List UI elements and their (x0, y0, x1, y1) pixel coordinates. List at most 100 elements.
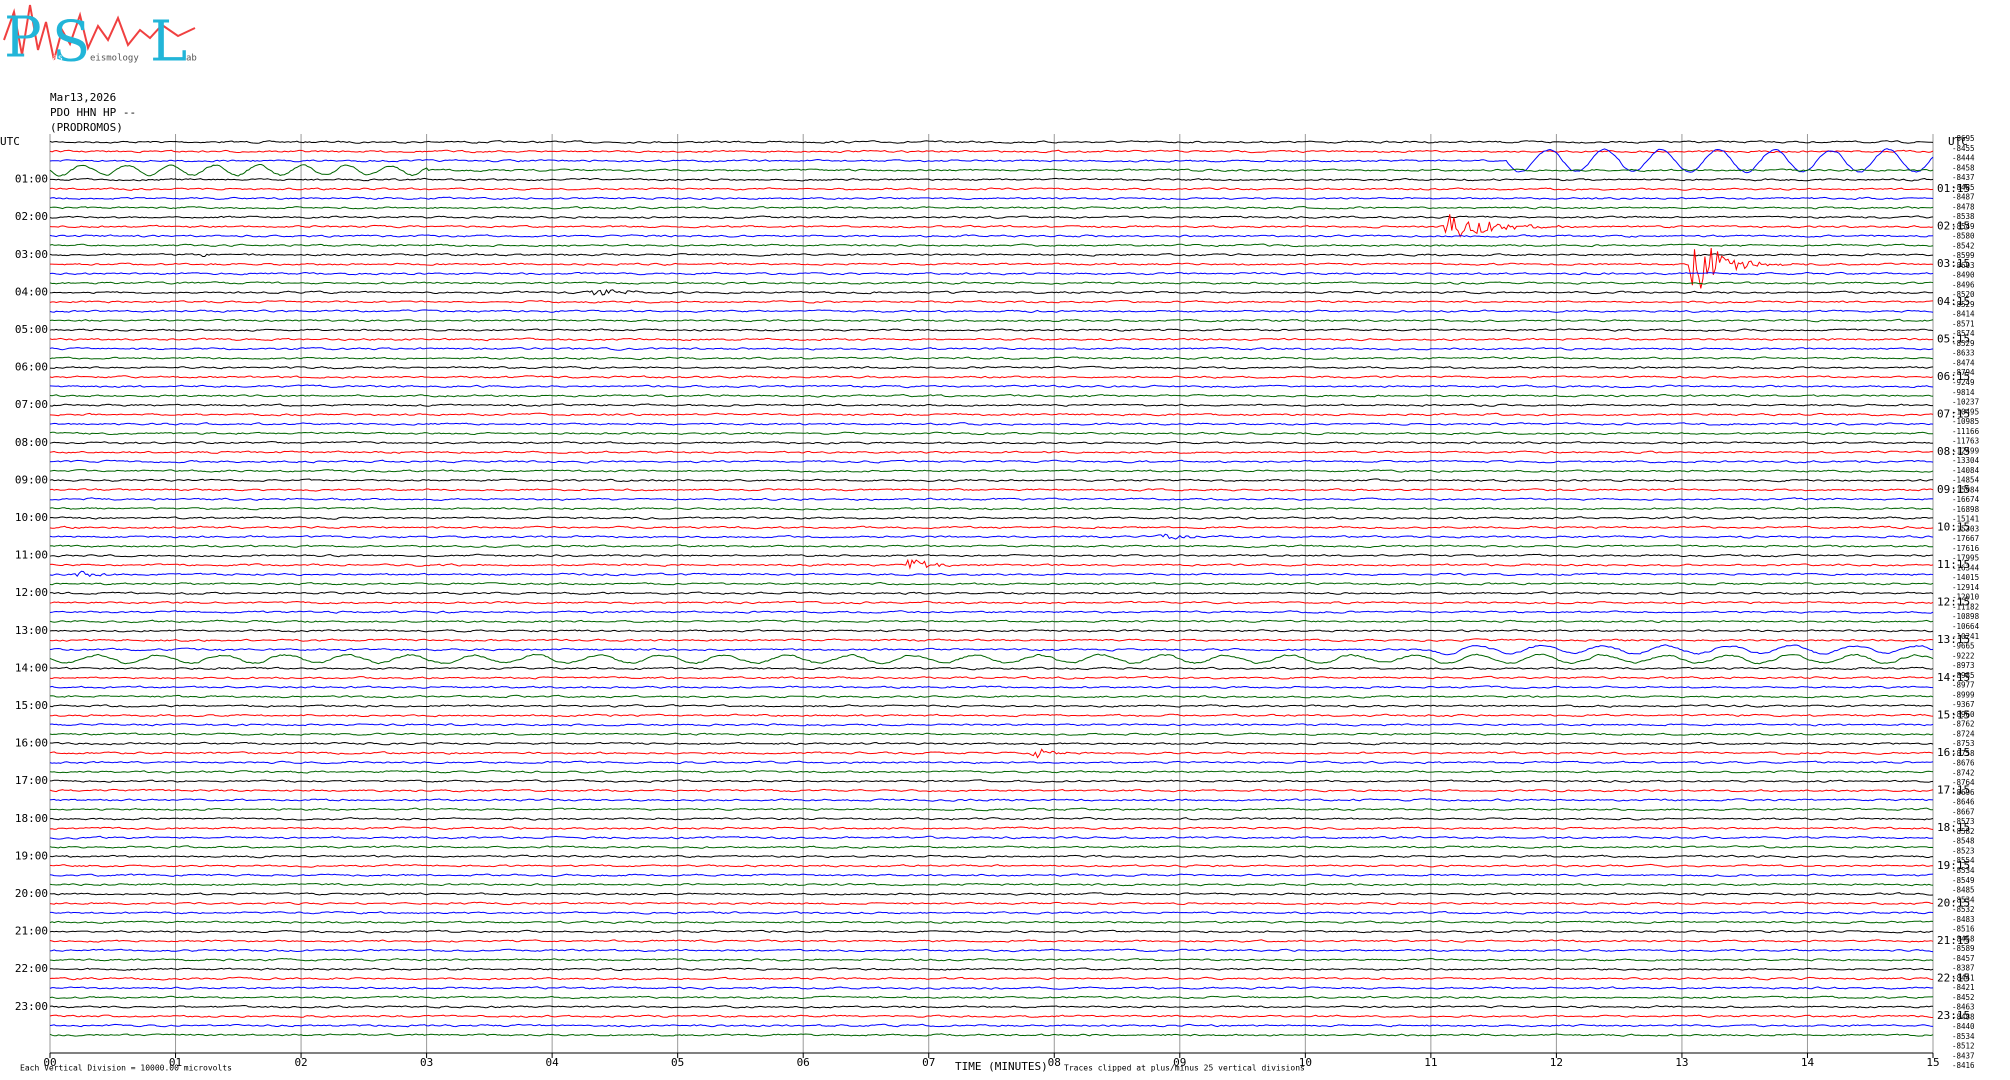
trace-offset: -8724 (1952, 729, 1975, 738)
trace (49, 393, 1934, 398)
trace (49, 403, 1933, 407)
trace (49, 478, 1934, 483)
trace-offset: -8753 (1952, 739, 1975, 748)
hour-label-right: 13:15 (1937, 633, 1970, 646)
trace-offset: -8487 (1952, 193, 1975, 202)
trace (49, 892, 1934, 896)
trace (49, 328, 1934, 332)
hour-label: 06:00 (15, 361, 48, 374)
trace (49, 1023, 1934, 1028)
trace (49, 459, 1934, 464)
hour-label: 11:00 (15, 549, 48, 562)
trace-offset: -12914 (1952, 583, 1980, 592)
trace (49, 148, 1934, 174)
trace-offset: -8496 (1952, 280, 1975, 289)
x-tick-label: 02 (294, 1056, 307, 1069)
hour-label: 13:00 (15, 624, 48, 637)
trace-offset: -8667 (1952, 807, 1975, 816)
trace (49, 581, 1934, 586)
trace-offset: -8794 (1952, 368, 1975, 377)
site: (PRODROMOS) (50, 121, 123, 134)
trace (49, 1004, 1934, 1009)
trace-offset: -8534 (1952, 1032, 1975, 1041)
trace-offset: -8532 (1952, 905, 1975, 914)
trace (50, 177, 1934, 182)
trace (49, 440, 1934, 445)
hour-label: 14:00 (15, 661, 48, 674)
x-tick-label: 06 (797, 1056, 810, 1069)
trace-offset: -8538 (1952, 212, 1975, 221)
trace-offset: -8516 (1952, 925, 1975, 934)
clip-note: Traces clipped at plus/minus 25 vertical… (1064, 1064, 1305, 1073)
scale-note: Each Vertical Division = 10000.00 microv… (20, 1064, 232, 1073)
trace-offset: -10985 (1952, 417, 1979, 426)
trace-offset: -8416 (1952, 1061, 1975, 1070)
trace (49, 901, 1934, 906)
trace (49, 214, 1934, 238)
trace-offset: -15303 (1952, 524, 1979, 533)
trace-offset: -8676 (1952, 759, 1975, 768)
hour-label: 22:00 (15, 962, 48, 975)
trace (49, 760, 1934, 765)
trace (49, 1014, 1934, 1018)
logo: P S L atras eismology ab (3, 4, 197, 75)
trace (49, 196, 1934, 201)
trace-offset: -8437 (1952, 173, 1975, 182)
trace-offset: -16674 (1952, 495, 1980, 504)
trace (49, 779, 1934, 783)
trace-offset: -8571 (1952, 319, 1975, 328)
hour-label-right: 08:15 (1937, 445, 1970, 458)
trace (49, 281, 1934, 285)
trace-offset: -8548 (1952, 837, 1975, 846)
trace (49, 346, 1934, 351)
date: Mar13,2026 (50, 91, 116, 104)
trace-offset: -8542 (1952, 241, 1975, 250)
trace (49, 365, 1934, 370)
hour-label: 19:00 (15, 849, 48, 862)
trace (49, 215, 1934, 219)
hour-label-right: 18:15 (1937, 821, 1970, 834)
trace (49, 826, 1934, 831)
logo-letter: S (52, 10, 90, 75)
trace-offset: -14084 (1952, 466, 1980, 475)
hour-label: 07:00 (15, 398, 48, 411)
trace-offset: -11166 (1952, 427, 1980, 436)
hour-label-right: 19:15 (1937, 859, 1970, 872)
trace-offset: -8549 (1952, 222, 1975, 231)
trace-offset: -14854 (1952, 476, 1980, 485)
logo-scribble (3, 4, 196, 61)
hour-label-right: 15:15 (1937, 708, 1970, 721)
trace (49, 600, 1934, 605)
trace-offset: -15984 (1952, 485, 1980, 494)
right-axis-title: UTC (1948, 135, 1968, 148)
hour-label-right: 06:15 (1937, 370, 1970, 383)
logo-word: eismology (90, 54, 139, 64)
trace (49, 653, 1934, 665)
trace-offset: -16898 (1952, 505, 1980, 514)
trace (49, 356, 1934, 361)
hour-label-right: 09:15 (1937, 483, 1970, 496)
hour-label-right: 01:15 (1937, 182, 1970, 195)
trace-offset: -8488 (1952, 1012, 1975, 1021)
trace-offset: -8999 (1952, 690, 1975, 699)
trace-offset: -8599 (1952, 251, 1975, 260)
trace-offset: -8633 (1952, 349, 1975, 358)
trace (49, 610, 1934, 614)
trace-offset: -8534 (1952, 895, 1975, 904)
trace (49, 638, 1934, 643)
trace (49, 788, 1934, 793)
trace (49, 243, 1934, 248)
trace (49, 412, 1934, 417)
trace (49, 469, 1934, 473)
trace (49, 694, 1934, 699)
x-tick-label: 01 (169, 1056, 182, 1069)
trace (49, 525, 1934, 530)
trace (49, 497, 1934, 502)
trace-offset: -8478 (1952, 202, 1975, 211)
trace (49, 422, 1934, 426)
trace-offset: -8463 (1952, 1003, 1975, 1012)
trace (49, 288, 1934, 296)
trace (49, 384, 1934, 389)
trace-offset: -8573 (1952, 817, 1975, 826)
trace-offset: -8485 (1952, 183, 1975, 192)
